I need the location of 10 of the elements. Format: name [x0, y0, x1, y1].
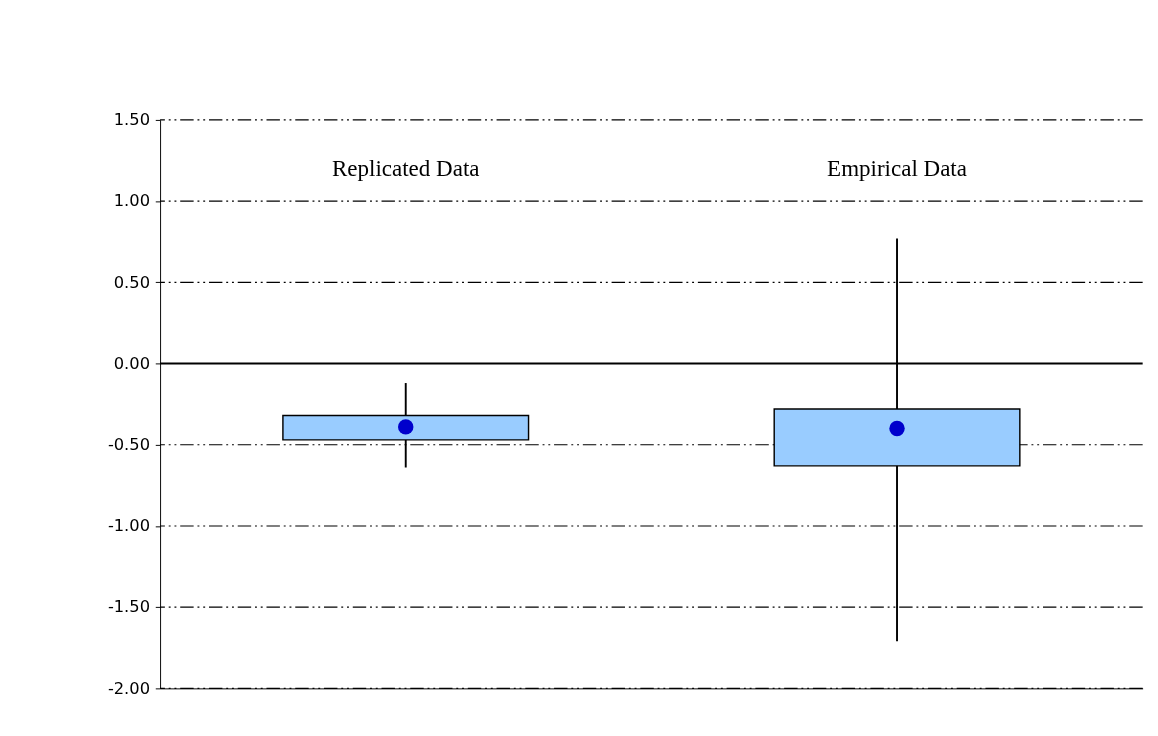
y-tick-label: -2.00: [107, 678, 151, 698]
y-tick-label: 0.50: [113, 272, 151, 292]
y-tick-label: 1.00: [113, 191, 151, 211]
x-tick-label: Empirical Data: [827, 156, 967, 182]
y-tick-label: -0.50: [107, 435, 151, 455]
y-tick-label: -1.00: [107, 516, 151, 536]
y-tick-label: 1.50: [113, 110, 151, 130]
x-tick-label: Replicated Data: [331, 156, 480, 182]
y-tick-label: -1.50: [107, 597, 151, 617]
y-tick-label: 0.00: [113, 353, 151, 373]
